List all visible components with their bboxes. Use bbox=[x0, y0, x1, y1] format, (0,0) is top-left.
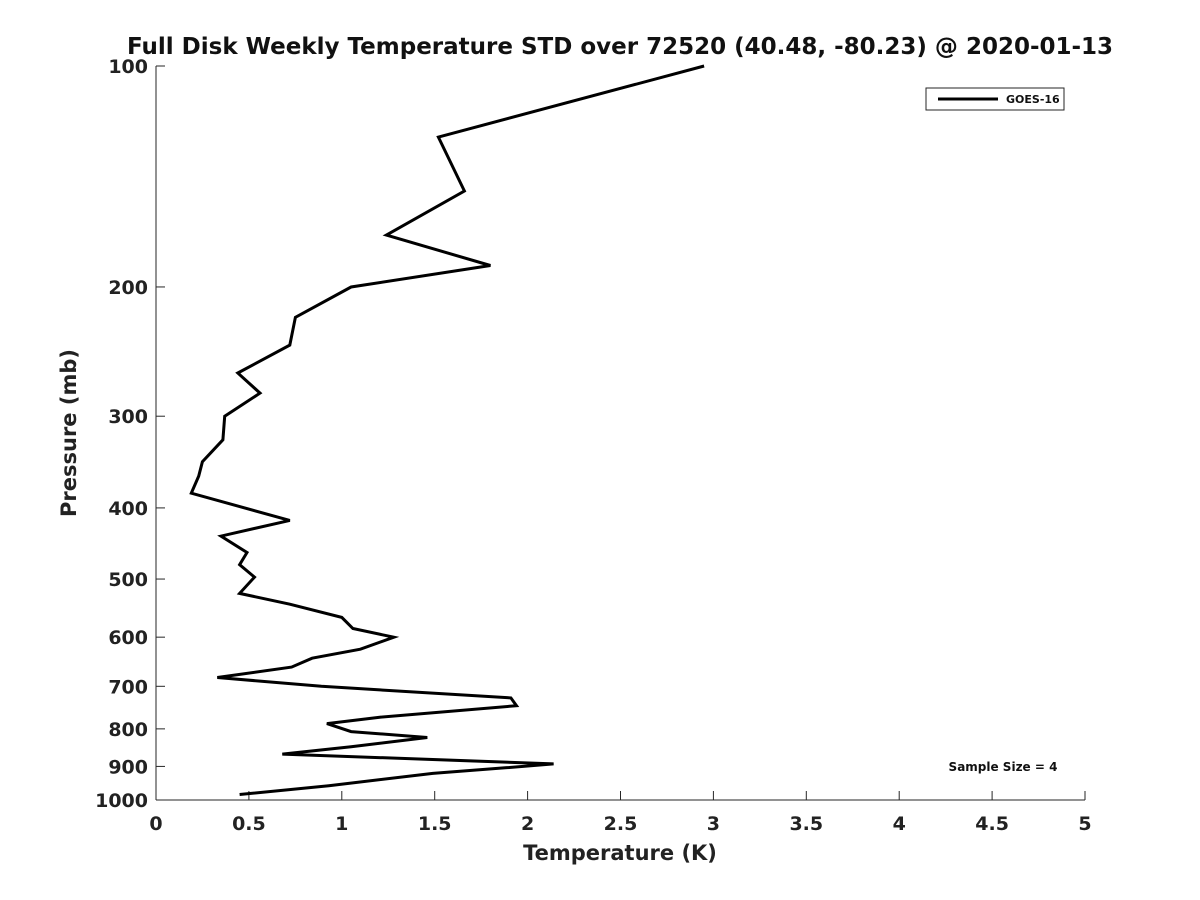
chart-title: Full Disk Weekly Temperature STD over 72… bbox=[127, 34, 1113, 60]
x-tick-label: 0.5 bbox=[232, 813, 266, 835]
x-tick-label: 1.5 bbox=[418, 813, 452, 835]
x-tick-label: 0 bbox=[149, 813, 162, 835]
y-tick-label: 700 bbox=[108, 676, 148, 698]
y-tick-label: 800 bbox=[108, 719, 148, 741]
y-tick-label: 900 bbox=[108, 756, 148, 778]
legend-label-goes16: GOES-16 bbox=[1006, 93, 1060, 106]
y-tick-label: 300 bbox=[108, 406, 148, 428]
legend: GOES-16 bbox=[925, 87, 1065, 111]
y-tick-label: 600 bbox=[108, 627, 148, 649]
sample-size-annotation: Sample Size = 4 bbox=[949, 760, 1058, 774]
x-tick-label: 2.5 bbox=[604, 813, 638, 835]
x-ticks: 0 0.5 1 1.5 2 2.5 3 3.5 4 4.5 5 bbox=[149, 791, 1092, 835]
y-axis-label: Pressure (mb) bbox=[57, 349, 81, 517]
y-tick-label: 1000 bbox=[95, 790, 148, 812]
y-tick-label: 100 bbox=[108, 56, 148, 78]
y-tick-label: 500 bbox=[108, 569, 148, 591]
y-ticks: 100 200 300 400 500 600 700 800 900 1000 bbox=[95, 56, 165, 812]
x-tick-label: 3.5 bbox=[789, 813, 823, 835]
x-tick-label: 4 bbox=[893, 813, 906, 835]
x-tick-label: 3 bbox=[707, 813, 720, 835]
x-axis-label: Temperature (K) bbox=[523, 841, 717, 865]
y-tick-label: 400 bbox=[108, 498, 148, 520]
y-tick-label: 200 bbox=[108, 277, 148, 299]
x-tick-label: 1 bbox=[335, 813, 348, 835]
series-line-goes16 bbox=[189, 64, 705, 796]
x-tick-label: 4.5 bbox=[975, 813, 1009, 835]
x-tick-label: 5 bbox=[1078, 813, 1091, 835]
x-tick-label: 2 bbox=[521, 813, 534, 835]
